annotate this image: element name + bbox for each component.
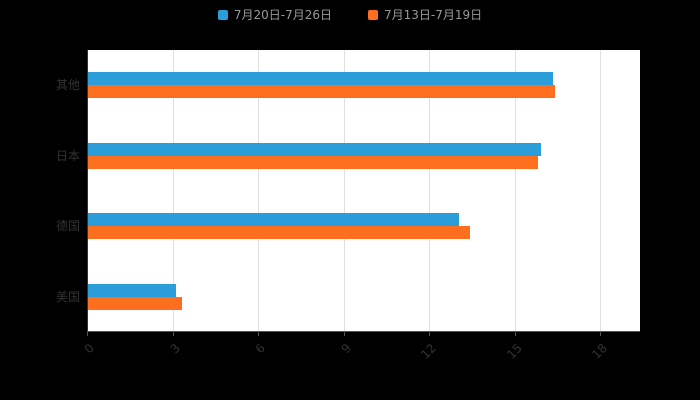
y-axis-category-label: 其他 xyxy=(55,78,80,93)
tick-mark xyxy=(172,332,174,336)
x-axis-line xyxy=(87,331,640,332)
tick-mark xyxy=(258,332,259,336)
gridline xyxy=(429,50,430,332)
gridline xyxy=(172,50,174,332)
legend-item-series1[interactable]: 7月20日-7月26日 xyxy=(217,6,332,23)
x-axis-tick-label: 9 xyxy=(338,341,354,357)
gridline xyxy=(258,50,259,332)
plot-area xyxy=(87,50,640,332)
legend-item-series2[interactable]: 7月13日-7月19日 xyxy=(368,6,482,23)
x-axis-tick-label: 12 xyxy=(418,341,439,362)
tick-mark xyxy=(600,332,601,336)
x-axis-tick-label: 15 xyxy=(503,341,525,362)
y-labels: 其他 日本 德国 美国 xyxy=(0,50,80,332)
tick-mark xyxy=(87,332,88,336)
bar-series2-美国[interactable] xyxy=(88,296,183,310)
bar-series2-德国[interactable] xyxy=(88,226,470,240)
gridline xyxy=(343,50,345,332)
tick-mark xyxy=(429,332,430,336)
legend-marker-icon xyxy=(217,9,228,20)
legend-label: 7月20日-7月26日 xyxy=(233,8,332,22)
x-axis-tick-label: 3 xyxy=(167,341,183,357)
y-axis-category-label: 德国 xyxy=(55,219,80,234)
bar-series1-日本[interactable] xyxy=(88,142,542,156)
x-axis-tick-label: 6 xyxy=(252,341,268,357)
legend-marker-icon xyxy=(368,9,378,20)
bar-series2-日本[interactable] xyxy=(88,155,539,169)
bar-series1-美国[interactable] xyxy=(88,283,177,297)
bar-series1-其他[interactable] xyxy=(88,72,553,86)
y-axis-line xyxy=(87,50,88,332)
x-axis-tick-label: 0 xyxy=(81,341,97,357)
x-axis: 0 3 6 9 12 15 18 xyxy=(82,332,640,382)
gridline xyxy=(600,50,601,332)
bar-series1-德国[interactable] xyxy=(88,213,459,227)
tick-mark xyxy=(343,332,345,336)
y-axis-category-label: 日本 xyxy=(55,148,80,163)
legend-label: 7月13日-7月19日 xyxy=(384,8,483,22)
tick-mark xyxy=(514,332,516,336)
gridline xyxy=(514,50,516,332)
y-axis-category-label: 美国 xyxy=(55,289,80,304)
legend: 7月20日-7月26日 7月13日-7月19日 xyxy=(0,6,700,23)
bar-series2-其他[interactable] xyxy=(88,85,556,99)
x-axis-tick-label: 18 xyxy=(589,341,610,362)
